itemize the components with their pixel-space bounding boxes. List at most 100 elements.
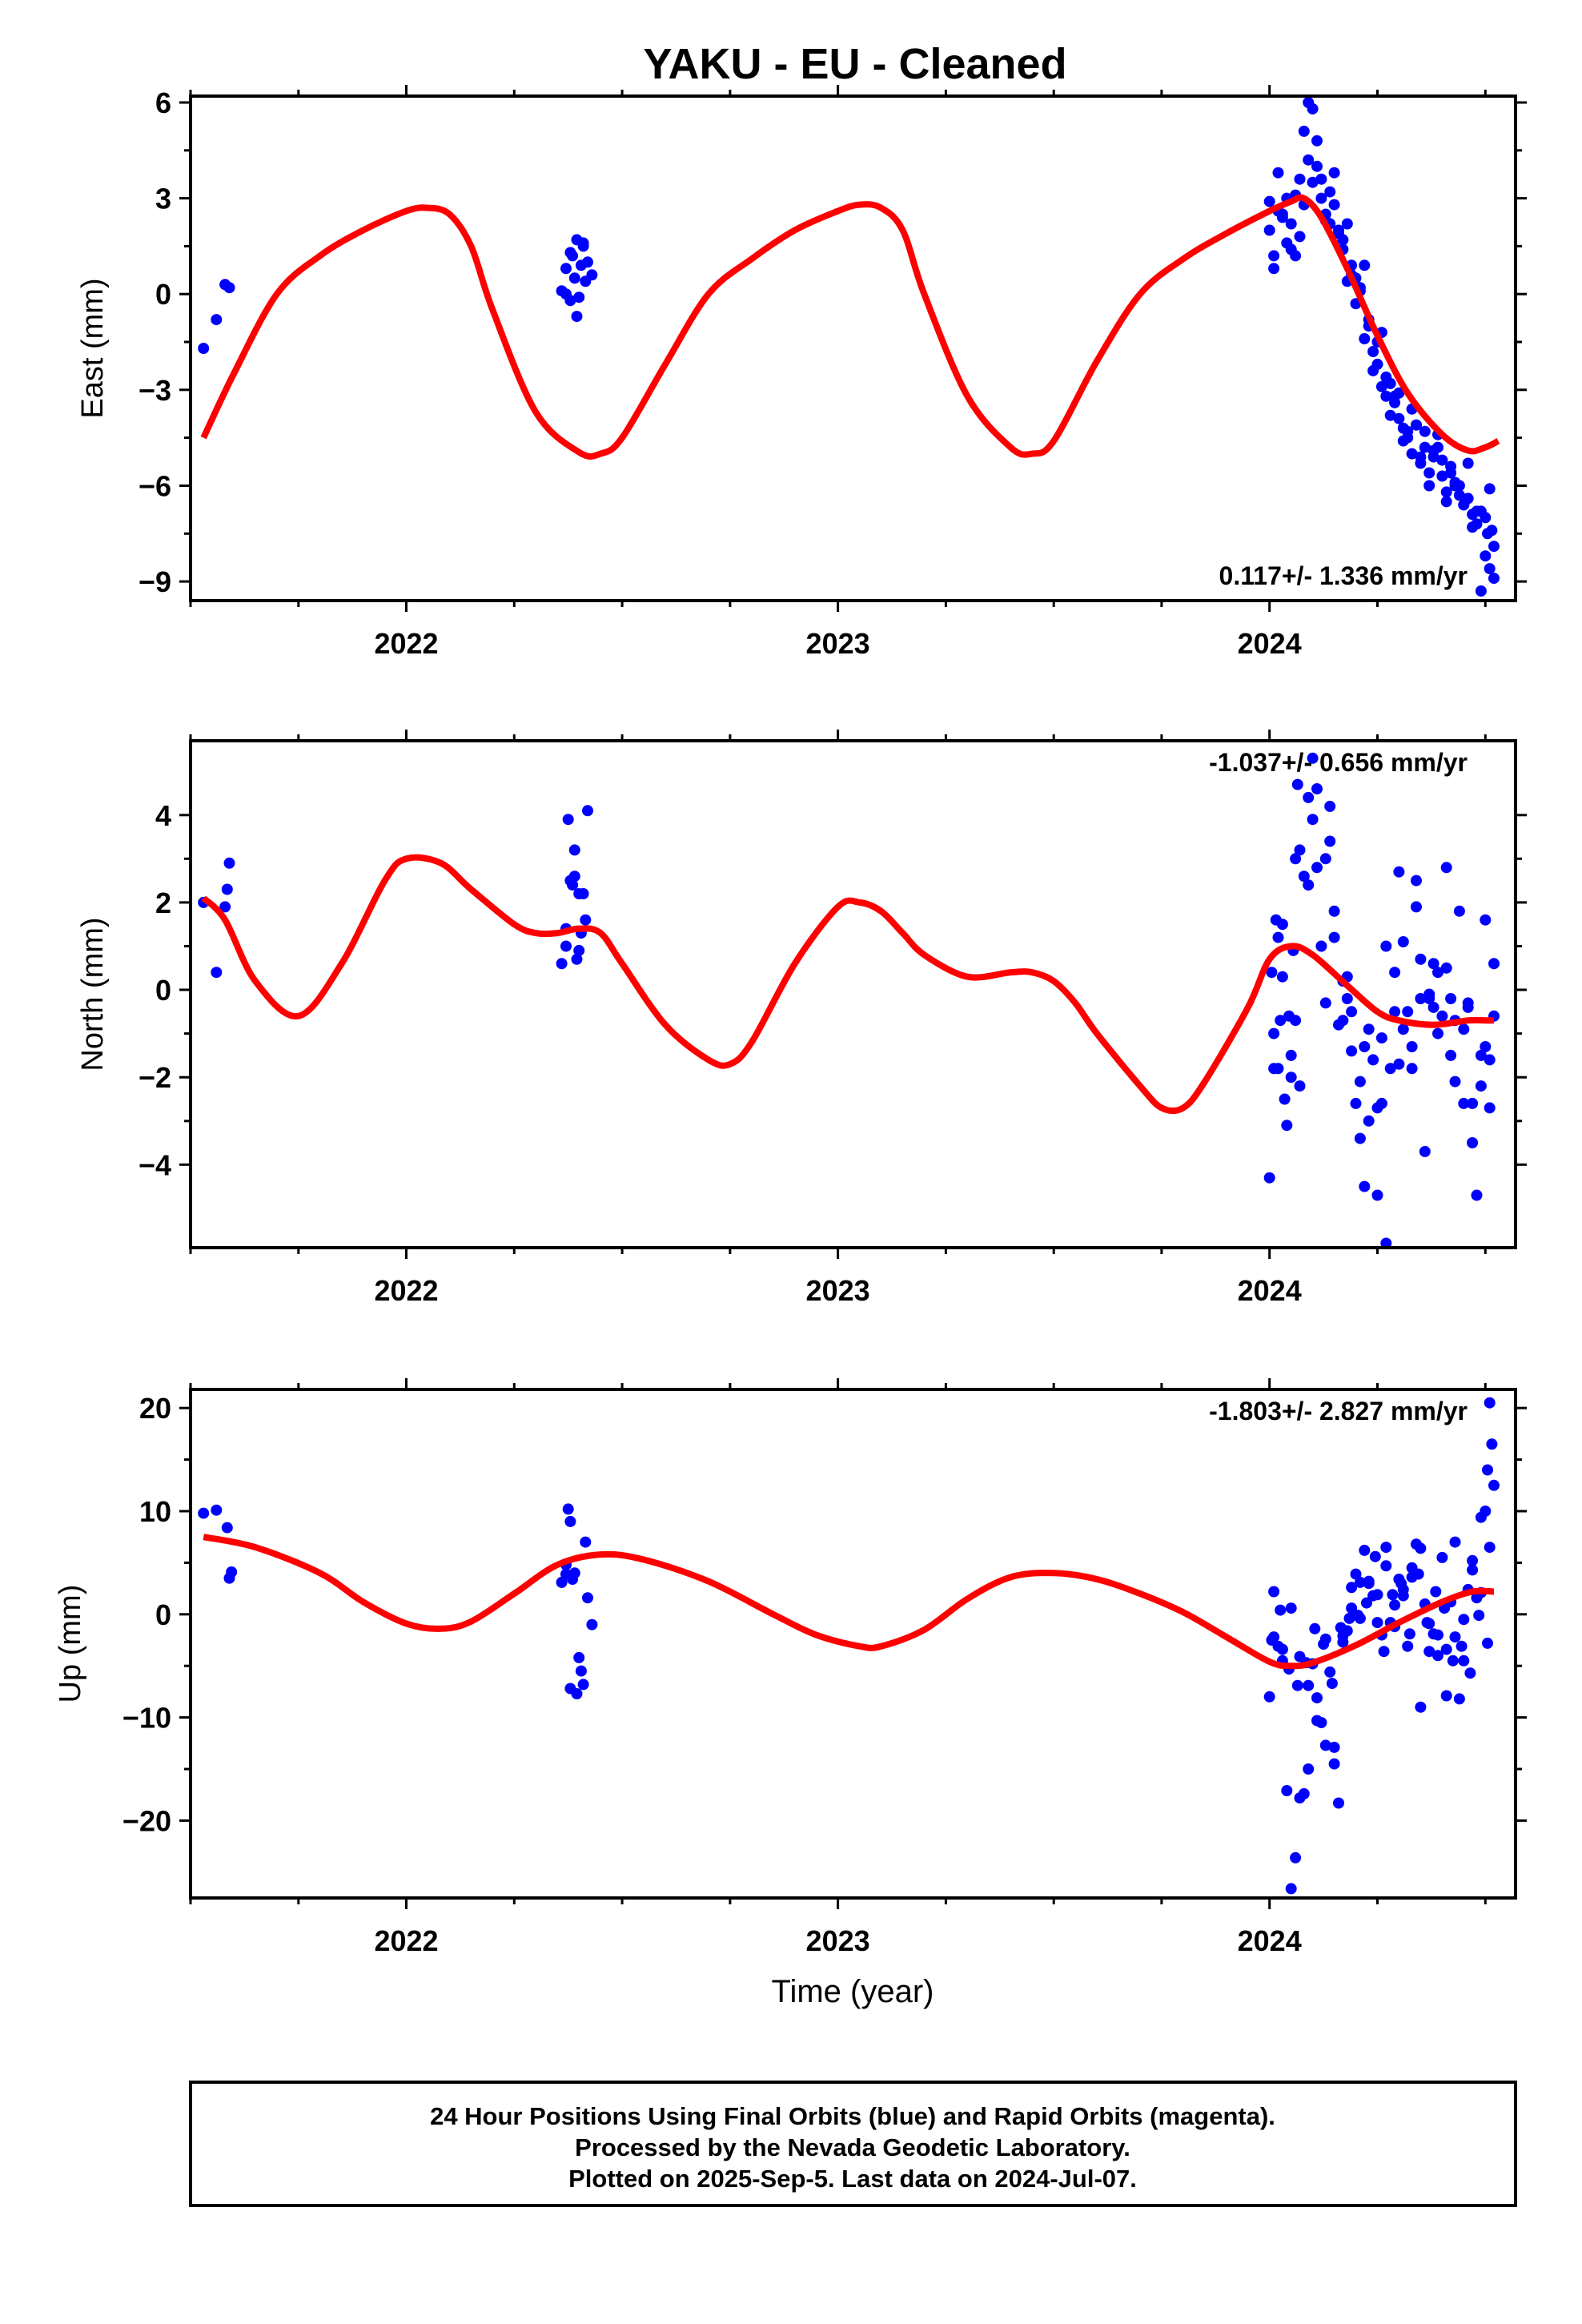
north-data-point <box>1291 778 1303 790</box>
east-data-point <box>1359 333 1371 344</box>
north-data-point <box>1445 993 1457 1004</box>
east-data-point <box>1488 541 1500 553</box>
north-data-point <box>223 857 235 869</box>
north-data-point <box>1411 875 1422 887</box>
up-data-point <box>564 1683 576 1695</box>
east-data-point <box>1307 176 1319 188</box>
north-data-point <box>1315 940 1327 952</box>
north-data-point <box>1266 967 1278 979</box>
up-data-point <box>1291 1679 1303 1691</box>
east-data-point <box>1423 480 1435 492</box>
up-data-point <box>1371 1589 1383 1601</box>
north-data-point <box>1363 1023 1375 1035</box>
east-data-point <box>1389 396 1401 408</box>
east-data-point <box>1440 496 1452 508</box>
east-data-point <box>1411 419 1422 431</box>
north-panel: 2022 2023 2024 4 2 0 −2 −4 North (mm) -1.037+/- 0… <box>76 730 1527 1307</box>
up-data-point <box>1285 1602 1297 1614</box>
north-data-point <box>1328 905 1340 917</box>
north-data-point <box>1402 1006 1414 1018</box>
up-x-tick-label: 2024 <box>1238 1924 1302 1957</box>
north-points <box>198 752 1500 1248</box>
north-data-point <box>567 879 579 891</box>
north-x-tick-label: 2022 <box>374 1274 438 1307</box>
east-data-point <box>1427 444 1439 456</box>
north-data-point <box>1406 1063 1418 1075</box>
up-data-point <box>1421 1617 1433 1629</box>
east-data-point <box>1315 192 1327 204</box>
up-x-ticks <box>189 1378 1487 1909</box>
north-data-point <box>1380 1237 1392 1248</box>
east-data-point <box>1436 470 1448 482</box>
north-y-tick-label: −2 <box>139 1061 171 1094</box>
north-y-axis-title: North (mm) <box>76 917 110 1071</box>
north-y-tick-label: 4 <box>155 799 171 832</box>
north-x-tick-label: 2023 <box>806 1274 870 1307</box>
up-data-point <box>211 1504 223 1516</box>
up-data-point <box>577 1679 589 1691</box>
east-data-point <box>1488 573 1500 585</box>
east-data-point <box>1462 457 1474 469</box>
up-y-axis-title: Up (mm) <box>54 1585 87 1703</box>
north-data-point <box>1263 1172 1275 1184</box>
north-data-point <box>1389 1006 1401 1018</box>
north-data-point <box>1371 1189 1383 1201</box>
up-data-point <box>564 1515 576 1527</box>
east-data-point <box>1467 521 1479 533</box>
up-data-point <box>1275 1604 1287 1616</box>
north-data-point <box>1397 1023 1409 1035</box>
north-data-point <box>1449 1076 1461 1088</box>
footer-line-1: 24 Hour Positions Using Final Orbits (bl… <box>430 2102 1275 2130</box>
east-data-point <box>1406 448 1418 460</box>
east-y-tick-label: −9 <box>139 565 171 598</box>
east-data-point <box>1415 451 1427 463</box>
north-data-point <box>1275 1015 1287 1027</box>
up-data-point <box>1440 1690 1452 1702</box>
east-data-point <box>564 247 576 259</box>
up-data-point <box>1285 1883 1297 1895</box>
north-data-point <box>1354 1132 1366 1144</box>
east-y-tick-label: 6 <box>155 86 171 119</box>
north-data-point <box>1375 1097 1387 1109</box>
up-data-point <box>1389 1599 1401 1611</box>
up-data-point <box>556 1576 568 1588</box>
up-data-point <box>1290 1852 1302 1864</box>
north-data-point <box>1341 993 1353 1004</box>
up-data-point <box>1380 1542 1392 1554</box>
east-data-point <box>1480 550 1492 562</box>
up-model-curve <box>203 1534 1495 1670</box>
east-model-curve <box>200 194 1500 460</box>
east-data-point <box>1367 364 1379 376</box>
north-data-point <box>1389 967 1401 979</box>
east-data-point <box>573 292 585 304</box>
north-data-point <box>1294 844 1306 856</box>
north-model-curve <box>201 854 1494 1115</box>
east-data-point <box>1290 250 1302 262</box>
north-data-point <box>1462 1001 1474 1013</box>
up-velocity-label: -1.803+/- 2.827 mm/yr <box>1209 1397 1468 1425</box>
up-data-point <box>1319 1739 1331 1751</box>
north-y-tick-label: 0 <box>155 974 171 1007</box>
north-data-point <box>1303 791 1315 803</box>
north-data-point <box>1458 1097 1470 1109</box>
up-data-point <box>1458 1655 1470 1667</box>
up-data-point <box>226 1566 238 1578</box>
north-data-point <box>1346 1006 1358 1018</box>
up-data-point <box>562 1503 574 1515</box>
north-data-point <box>1484 1102 1496 1114</box>
east-y-tick-label: −3 <box>139 374 171 407</box>
up-data-point <box>1432 1650 1443 1662</box>
footer-box <box>189 2081 1517 2207</box>
east-data-point <box>198 343 210 354</box>
up-data-point <box>1415 1701 1427 1713</box>
east-data-point <box>1384 409 1396 421</box>
north-data-point <box>1440 862 1452 874</box>
up-data-point <box>221 1522 233 1534</box>
up-data-point <box>1350 1568 1362 1580</box>
east-data-point <box>1268 250 1280 262</box>
north-data-point <box>1298 870 1310 883</box>
up-data-point <box>1268 1586 1280 1598</box>
east-data-point <box>1393 387 1405 399</box>
